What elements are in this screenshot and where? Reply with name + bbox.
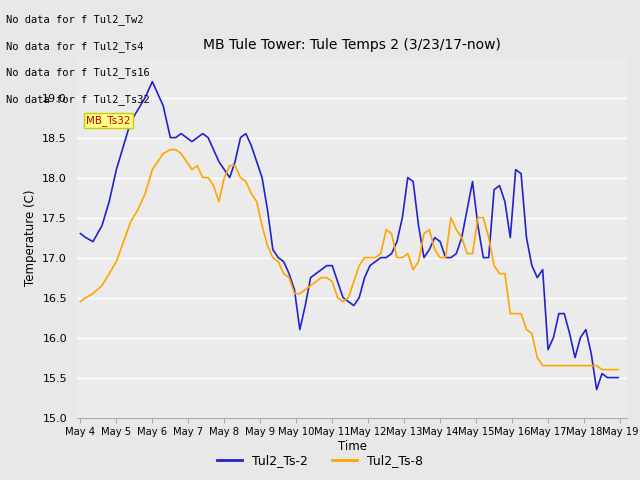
- Tul2_Ts-8: [399, 255, 406, 261]
- Tul2_Ts-2: [98, 223, 106, 228]
- Tul2_Ts-2: [614, 375, 622, 381]
- Text: No data for f Tul2_Ts32: No data for f Tul2_Ts32: [6, 94, 150, 105]
- Line: Tul2_Ts-8: Tul2_Ts-8: [81, 150, 618, 370]
- Tul2_Ts-2: [148, 79, 156, 84]
- Tul2_Ts-8: [98, 283, 106, 288]
- Line: Tul2_Ts-2: Tul2_Ts-2: [81, 82, 618, 390]
- Tul2_Ts-2: [399, 215, 406, 220]
- Tul2_Ts-2: [127, 119, 134, 124]
- Legend: Tul2_Ts-2, Tul2_Ts-8: Tul2_Ts-2, Tul2_Ts-8: [211, 448, 429, 474]
- Tul2_Ts-8: [598, 367, 606, 372]
- Text: No data for f Tul2_Tw2: No data for f Tul2_Tw2: [6, 14, 144, 25]
- Tul2_Ts-2: [77, 231, 84, 237]
- Tul2_Ts-2: [593, 387, 600, 393]
- Tul2_Ts-8: [166, 147, 174, 153]
- Tul2_Ts-2: [237, 135, 244, 141]
- Text: No data for f Tul2_Ts4: No data for f Tul2_Ts4: [6, 41, 144, 52]
- X-axis label: Time: Time: [337, 440, 367, 453]
- Text: No data for f Tul2_Ts16: No data for f Tul2_Ts16: [6, 67, 150, 78]
- Tul2_Ts-8: [77, 299, 84, 304]
- Text: MB_Ts32: MB_Ts32: [86, 115, 131, 126]
- Title: MB Tule Tower: Tule Temps 2 (3/23/17-now): MB Tule Tower: Tule Temps 2 (3/23/17-now…: [203, 38, 501, 52]
- Tul2_Ts-2: [501, 199, 509, 204]
- Tul2_Ts-8: [501, 271, 509, 276]
- Tul2_Ts-2: [361, 275, 369, 280]
- Tul2_Ts-8: [127, 219, 134, 225]
- Tul2_Ts-8: [237, 175, 244, 180]
- Tul2_Ts-8: [361, 255, 369, 261]
- Y-axis label: Temperature (C): Temperature (C): [24, 189, 36, 286]
- Tul2_Ts-8: [614, 367, 622, 372]
